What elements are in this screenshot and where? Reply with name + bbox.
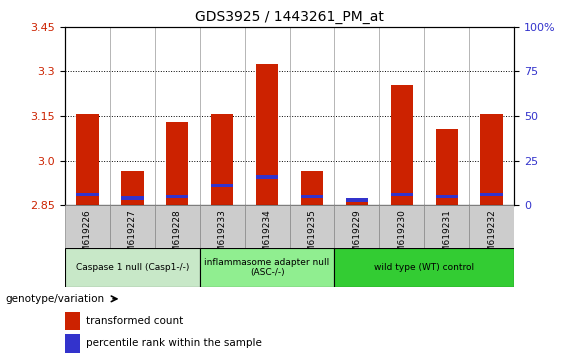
Bar bbox=[256, 64, 279, 205]
Bar bbox=[334, 248, 514, 287]
Bar bbox=[346, 198, 368, 205]
Bar bbox=[334, 205, 380, 248]
Bar bbox=[424, 205, 469, 248]
Text: transformed count: transformed count bbox=[86, 316, 183, 326]
Text: inflammasome adapter null
(ASC-/-): inflammasome adapter null (ASC-/-) bbox=[205, 258, 330, 277]
Bar bbox=[166, 195, 189, 198]
Bar bbox=[76, 193, 99, 196]
Bar bbox=[200, 205, 245, 248]
Text: GSM619233: GSM619233 bbox=[218, 210, 227, 264]
Bar bbox=[211, 114, 233, 205]
Bar bbox=[390, 85, 413, 205]
Bar bbox=[65, 248, 200, 287]
Text: genotype/variation: genotype/variation bbox=[6, 294, 105, 304]
Bar bbox=[121, 171, 144, 205]
Text: GSM619231: GSM619231 bbox=[442, 210, 451, 264]
Bar bbox=[65, 334, 80, 353]
Bar bbox=[436, 129, 458, 205]
Bar bbox=[346, 198, 368, 202]
Text: GSM619232: GSM619232 bbox=[487, 210, 496, 264]
Text: GSM619235: GSM619235 bbox=[307, 210, 316, 264]
Title: GDS3925 / 1443261_PM_at: GDS3925 / 1443261_PM_at bbox=[195, 10, 384, 24]
Bar bbox=[245, 205, 289, 248]
Bar bbox=[211, 184, 233, 188]
Text: wild type (WT) control: wild type (WT) control bbox=[374, 263, 475, 272]
Bar bbox=[469, 205, 514, 248]
Bar bbox=[480, 114, 503, 205]
Text: percentile rank within the sample: percentile rank within the sample bbox=[86, 338, 262, 348]
Bar bbox=[289, 205, 334, 248]
Bar bbox=[155, 205, 200, 248]
Bar bbox=[121, 196, 144, 200]
Bar bbox=[76, 114, 99, 205]
Text: GSM619230: GSM619230 bbox=[397, 210, 406, 264]
Text: GSM619234: GSM619234 bbox=[263, 210, 272, 264]
Bar bbox=[200, 248, 334, 287]
Bar bbox=[301, 171, 323, 205]
Bar bbox=[480, 193, 503, 196]
Text: GSM619226: GSM619226 bbox=[83, 210, 92, 264]
Text: GSM619228: GSM619228 bbox=[173, 210, 182, 264]
Bar bbox=[166, 122, 189, 205]
Text: GSM619227: GSM619227 bbox=[128, 210, 137, 264]
Text: Caspase 1 null (Casp1-/-): Caspase 1 null (Casp1-/-) bbox=[76, 263, 189, 272]
Text: GSM619229: GSM619229 bbox=[353, 210, 362, 264]
Bar bbox=[65, 205, 110, 248]
Bar bbox=[65, 312, 80, 331]
Bar bbox=[436, 195, 458, 198]
Bar bbox=[110, 205, 155, 248]
Bar bbox=[301, 195, 323, 198]
Bar bbox=[256, 175, 279, 178]
Bar bbox=[380, 205, 424, 248]
Bar bbox=[390, 193, 413, 196]
